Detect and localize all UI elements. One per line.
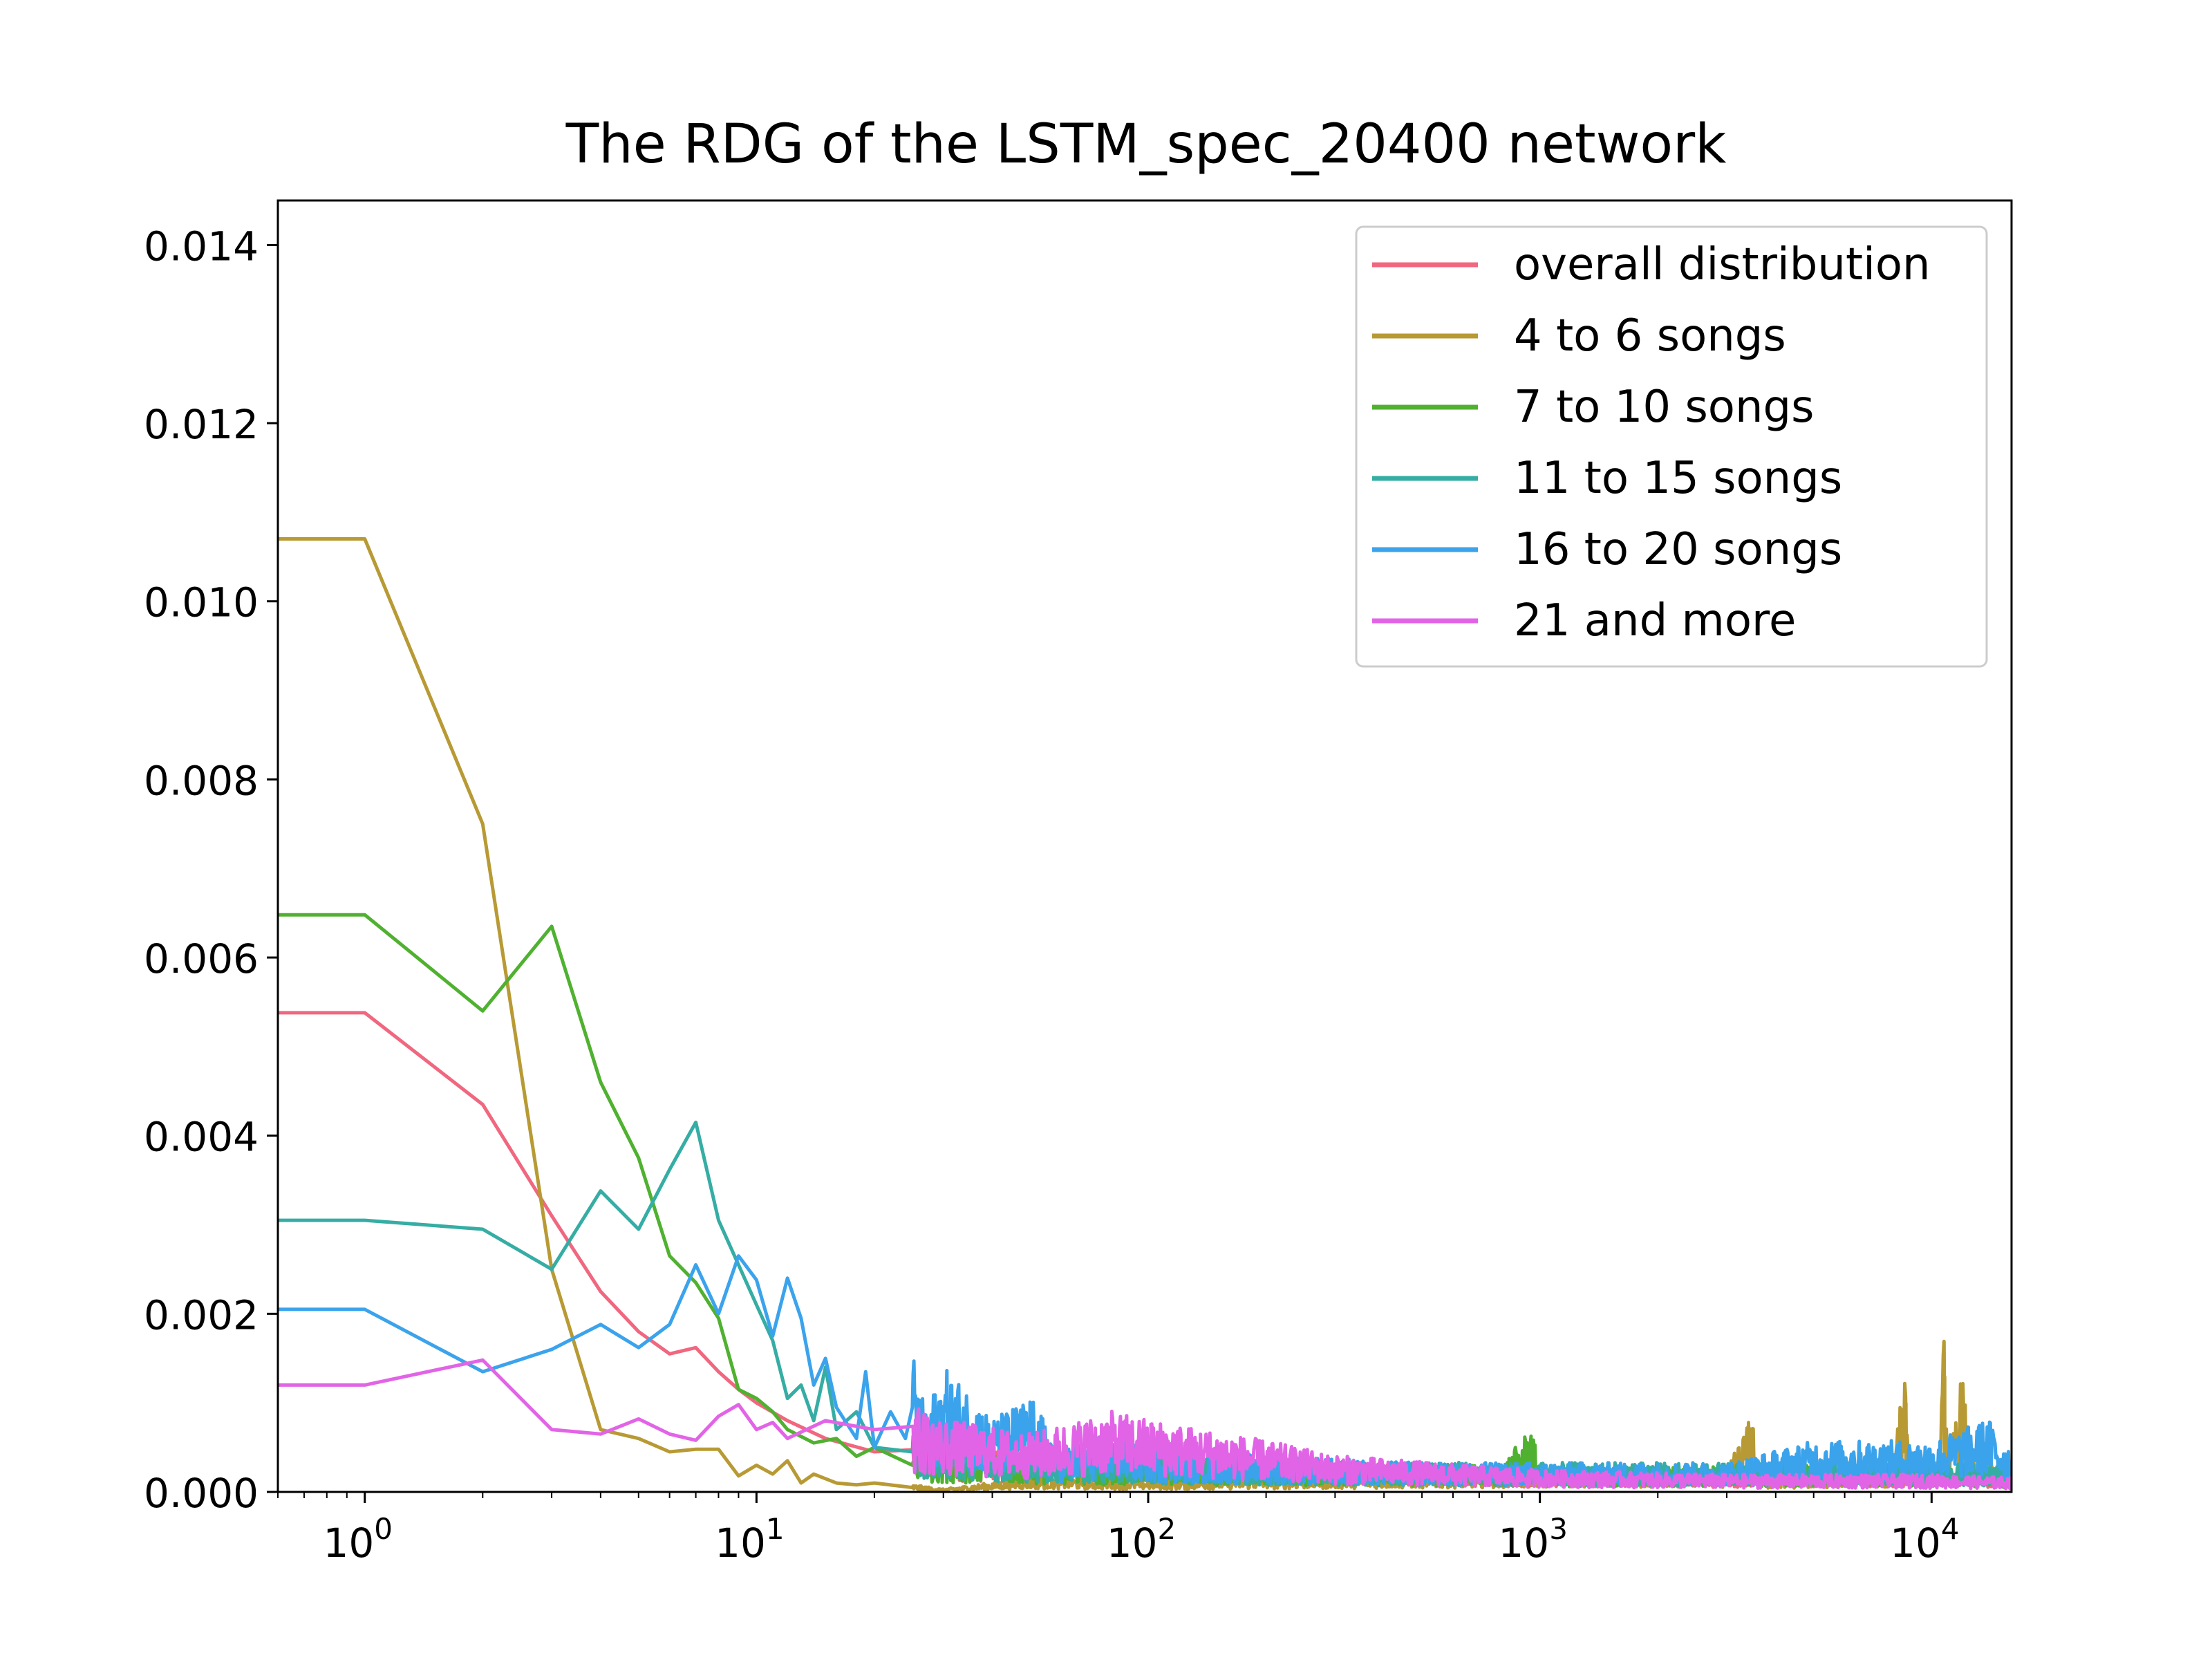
chart-title: The RDG of the LSTM_spec_20400 network xyxy=(565,113,1727,176)
y-tick-label: 0.010 xyxy=(144,579,259,626)
x-tick-label: 104 xyxy=(1890,1512,1960,1567)
legend: overall distribution 4 to 6 songs 7 to 10 … xyxy=(1355,225,1988,668)
y-tick-label: 0.000 xyxy=(144,1470,259,1517)
y-tick-label: 0.006 xyxy=(144,935,259,982)
legend-label-3: 7 to 10 songs xyxy=(1514,382,1814,433)
legend-label-1: overall distribution xyxy=(1514,239,1931,290)
x-tick-label: 102 xyxy=(1107,1512,1177,1567)
legend-box xyxy=(1355,225,1988,668)
y-tick-label: 0.014 xyxy=(144,223,259,270)
ticks-layer: 0.000 0.002 0.004 0.006 0.008 0.010 0.012 0.014… xyxy=(144,223,1960,1567)
legend-label-6: 21 and more xyxy=(1514,595,1796,646)
plot-frame xyxy=(276,199,2013,1493)
y-tick-label: 0.002 xyxy=(144,1291,259,1338)
y-tick-label: 0.004 xyxy=(144,1114,259,1161)
x-tick-label: 101 xyxy=(715,1512,785,1567)
x-tick-label: 103 xyxy=(1498,1512,1568,1567)
y-tick-label: 0.012 xyxy=(144,401,259,448)
legend-label-5: 16 to 20 songs xyxy=(1514,524,1842,575)
y-tick-label: 0.008 xyxy=(144,757,259,804)
series-line-6 xyxy=(278,1358,2012,1491)
x-tick-label: 100 xyxy=(323,1512,393,1567)
legend-label-4: 11 to 15 songs xyxy=(1514,453,1842,504)
legend-label-2: 4 to 6 songs xyxy=(1514,310,1786,362)
series-layer xyxy=(278,537,2012,1492)
